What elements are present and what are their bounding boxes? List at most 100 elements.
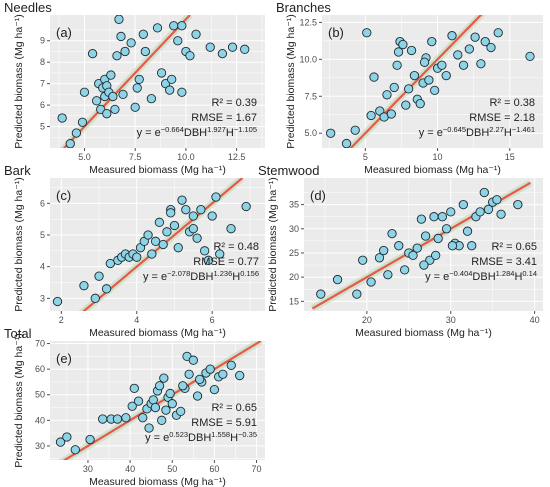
data-point: [366, 277, 376, 287]
data-point: [352, 289, 362, 299]
data-point: [525, 51, 535, 62]
data-point: [121, 413, 131, 423]
data-point: [429, 212, 439, 222]
data-point: [158, 239, 168, 250]
y-tick-label: 7.5: [304, 91, 317, 101]
data-point: [52, 296, 63, 307]
data-point: [240, 44, 250, 54]
r-squared-label: R² = 0.39: [211, 97, 257, 109]
x-tick-label: 60: [209, 464, 219, 474]
data-point: [241, 201, 251, 212]
y-tick-label: 25: [289, 248, 299, 258]
x-axis-title: Measured biomass (Mg ha⁻¹): [89, 476, 226, 487]
data-point: [203, 255, 214, 265]
rmse-label: RMSE = 2.18: [469, 112, 535, 124]
data-point: [196, 205, 206, 215]
y-tick-label: 3: [40, 293, 45, 303]
data-point: [419, 57, 430, 67]
y-tick-label: 5: [40, 122, 45, 132]
data-point: [156, 68, 167, 78]
panel-title: Needles: [4, 0, 52, 15]
x-tick-label: 10.0: [177, 152, 195, 162]
data-point: [126, 38, 136, 48]
data-point: [177, 21, 187, 31]
y-tick-label: 7: [40, 79, 45, 89]
data-point: [415, 99, 425, 109]
data-point: [176, 406, 186, 417]
data-point: [217, 48, 228, 59]
x-axis-title: Measured biomass (Mg ha⁻¹): [355, 327, 492, 339]
x-tick-label: 15: [505, 152, 515, 162]
data-point: [173, 36, 183, 46]
data-point: [57, 113, 67, 123]
data-point: [205, 42, 215, 52]
data-point: [437, 212, 448, 222]
panel-bark: Bark (c) R² = 0.48 RMSE = 0.77y = e−2.078DB…: [4, 163, 265, 339]
data-point: [408, 250, 418, 261]
data-point: [152, 23, 163, 33]
data-point: [386, 109, 396, 119]
data-point: [379, 245, 389, 256]
y-tick-label: 30: [35, 441, 45, 451]
data-point: [227, 42, 238, 52]
data-point: [479, 187, 489, 198]
data-point: [447, 241, 458, 251]
data-point: [161, 405, 171, 415]
x-tick-label: 4: [134, 315, 139, 325]
data-point: [173, 243, 183, 253]
rmse-label: RMSE = 5.91: [191, 417, 257, 429]
data-point: [420, 231, 431, 241]
data-point: [154, 217, 165, 227]
data-point: [199, 246, 210, 256]
y-tick-label: 5: [40, 230, 45, 240]
data-point: [195, 374, 205, 385]
data-point: [458, 199, 468, 210]
data-point: [70, 445, 80, 455]
data-point: [178, 381, 188, 391]
data-point: [159, 373, 169, 383]
x-tick-label: 40: [530, 315, 540, 325]
data-point: [132, 83, 142, 93]
data-point: [98, 414, 108, 424]
y-axis-title: Predicted biomass (Mg ha⁻¹): [267, 177, 279, 312]
data-point: [167, 74, 177, 85]
data-point: [369, 72, 379, 82]
data-point: [177, 195, 187, 205]
data-point: [412, 243, 422, 253]
data-point: [374, 253, 385, 263]
data-point: [101, 284, 112, 294]
data-point: [350, 125, 360, 135]
x-tick-label: 10: [433, 152, 443, 162]
data-point: [143, 230, 153, 240]
data-point: [120, 46, 130, 57]
data-point: [424, 75, 434, 85]
data-point: [394, 241, 404, 251]
data-point: [409, 70, 420, 81]
data-point: [106, 70, 116, 80]
data-point: [71, 128, 82, 138]
rmse-label: RMSE = 3.41: [471, 256, 537, 268]
data-point: [437, 60, 447, 70]
data-point: [62, 432, 72, 442]
data-point: [79, 281, 89, 291]
data-point: [154, 381, 165, 391]
data-point: [188, 224, 198, 234]
data-point: [458, 60, 469, 70]
data-point: [138, 29, 148, 39]
data-point: [85, 434, 95, 445]
y-tick-label: 9: [40, 36, 45, 46]
data-point: [165, 388, 175, 399]
y-tick-label: 20: [289, 272, 299, 282]
x-tick-label: 50: [167, 464, 177, 474]
rmse-label: RMSE = 1.67: [191, 112, 257, 124]
data-point: [65, 139, 75, 148]
data-point: [90, 293, 100, 303]
data-point: [92, 96, 102, 106]
data-point: [419, 260, 429, 270]
data-point: [467, 241, 477, 251]
panel-label: (d): [310, 188, 326, 203]
r-squared-label: R² = 0.38: [489, 97, 535, 109]
data-point: [211, 192, 221, 202]
y-axis-title: Predicted biomass (Mg ha⁻¹): [13, 177, 25, 312]
